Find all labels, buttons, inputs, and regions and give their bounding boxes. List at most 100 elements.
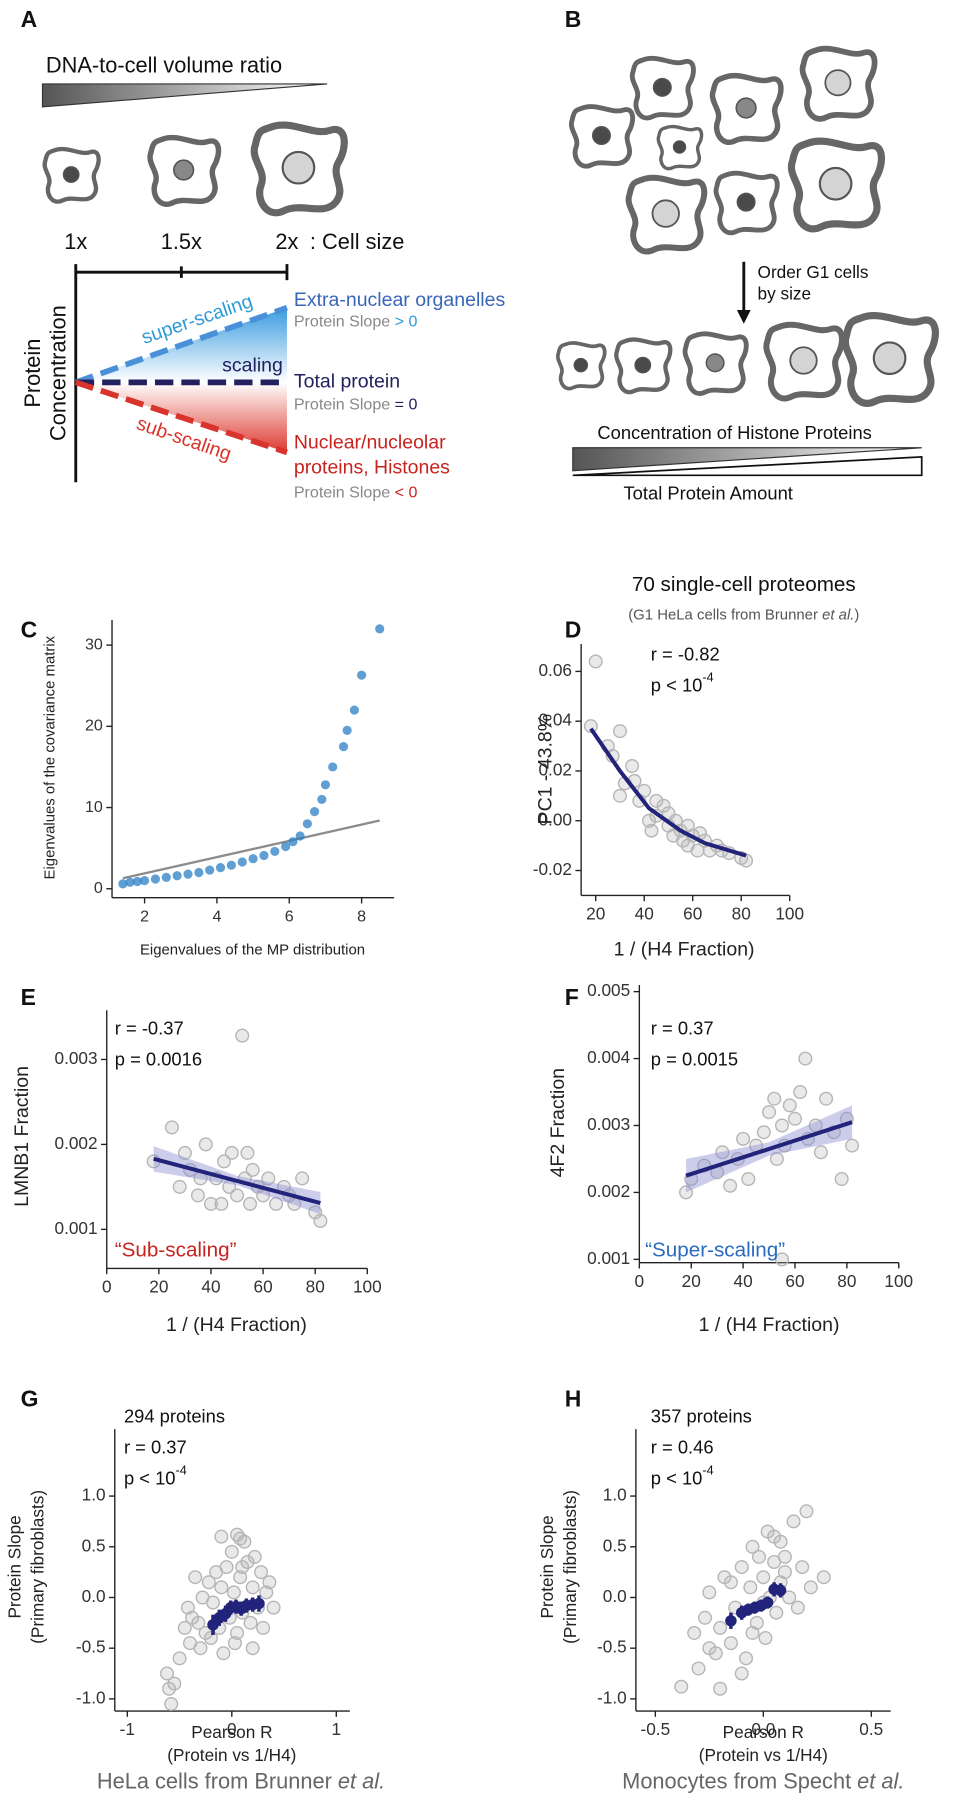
data-point bbox=[713, 1620, 728, 1635]
data-point bbox=[256, 1620, 271, 1635]
subtitle-part: (G1 HeLa cells from Brunner bbox=[628, 606, 822, 623]
panel-b: B Order G1 cells by size Concentration o… bbox=[565, 6, 923, 504]
data-point bbox=[357, 670, 367, 680]
caption: HeLa cells from Brunner et al. bbox=[97, 1768, 385, 1793]
data-point bbox=[756, 1570, 771, 1585]
panel-label: A bbox=[21, 6, 38, 32]
nucleus bbox=[705, 353, 725, 373]
x-tick-label: -0.5 bbox=[641, 1719, 671, 1739]
data-point bbox=[713, 1681, 728, 1696]
x-tick-label: 100 bbox=[775, 903, 804, 923]
data-point bbox=[656, 798, 671, 813]
caption-part: et al. bbox=[857, 1768, 904, 1793]
data-point bbox=[150, 874, 161, 884]
nucleus bbox=[652, 77, 672, 97]
data-point bbox=[235, 1028, 250, 1043]
chart: D 20 40 60 80 100 0.06 0.04 0.02 0.00 -0.02 1 / (H4… bbox=[533, 573, 860, 961]
x-tick-label: 80 bbox=[306, 1277, 325, 1297]
x-tick-label: 4 bbox=[212, 907, 221, 925]
y-axis-label: PC1 - 43.8% bbox=[535, 714, 557, 825]
caption: Monocytes from Specht et al. bbox=[622, 1768, 904, 1793]
data-point bbox=[193, 1641, 208, 1656]
slope-sign: = 0 bbox=[395, 396, 418, 414]
data-point bbox=[245, 1580, 260, 1595]
data-point bbox=[215, 863, 226, 873]
cell bbox=[656, 124, 704, 171]
data-point bbox=[736, 1131, 751, 1146]
data-point bbox=[177, 1620, 192, 1635]
stat-annotation: p = 0.0015 bbox=[651, 1049, 738, 1070]
x-tick-label: 0 bbox=[227, 1719, 237, 1739]
data-point bbox=[237, 857, 247, 867]
data-point bbox=[625, 758, 640, 773]
y-tick-label: 0.002 bbox=[55, 1133, 98, 1153]
data-point bbox=[762, 1105, 777, 1120]
data-point bbox=[248, 854, 258, 864]
y-tick-label: 0.005 bbox=[587, 980, 630, 1000]
data-point bbox=[679, 1185, 694, 1200]
y-tick-label: -0.5 bbox=[597, 1637, 627, 1657]
panel-label: H bbox=[565, 1386, 582, 1412]
data-point bbox=[261, 1171, 276, 1186]
y-axis-label: 4F2 Fraction bbox=[547, 1068, 569, 1177]
group-name: proteins, Histones bbox=[294, 457, 450, 479]
data-point bbox=[240, 1145, 255, 1160]
cell bbox=[682, 331, 749, 396]
slope-sign: < 0 bbox=[395, 484, 418, 502]
x-tick-label: 100 bbox=[884, 1271, 913, 1291]
data-point bbox=[227, 1636, 242, 1651]
chart: F 0 20 40 60 80 100 0.005 0.004 0.003 0.002 0.001 1 … bbox=[547, 980, 913, 1336]
x-tick-label: 0 bbox=[635, 1271, 645, 1291]
y-axis-label: LMNB1 Fraction bbox=[11, 1066, 33, 1207]
chart: G -1 0 1 1.0 0.5 0.0 -0.5 -1.0 Pearson R (Protein … bbox=[5, 1386, 386, 1794]
nucleus bbox=[634, 356, 652, 374]
data-point bbox=[281, 841, 291, 852]
data-point bbox=[777, 1549, 792, 1564]
x-tick-label: 100 bbox=[353, 1277, 382, 1297]
data-point bbox=[782, 1590, 797, 1605]
data-point bbox=[226, 860, 236, 870]
nucleus bbox=[824, 69, 852, 97]
data-point bbox=[741, 1172, 756, 1187]
sub-line bbox=[74, 379, 288, 456]
x-tick-label: 0.5 bbox=[859, 1719, 883, 1739]
nucleus bbox=[672, 140, 687, 154]
nucleus bbox=[62, 166, 80, 183]
y-tick-label: 0.001 bbox=[587, 1248, 630, 1268]
cell bbox=[713, 170, 780, 236]
y-tick-label: 0.0 bbox=[603, 1586, 627, 1606]
x-tick-label: 6 bbox=[285, 907, 294, 925]
data-point bbox=[819, 1091, 834, 1106]
data-point bbox=[338, 742, 349, 752]
data-point bbox=[803, 1580, 818, 1595]
data-point bbox=[767, 1529, 782, 1544]
y-axis-label: Protein Slope bbox=[537, 1515, 557, 1618]
data-point bbox=[845, 1138, 860, 1153]
x-tick-label: -1 bbox=[120, 1719, 135, 1739]
p-exponent: -4 bbox=[702, 671, 713, 685]
data-point bbox=[230, 1625, 245, 1640]
data-point bbox=[205, 865, 215, 875]
nucleus bbox=[281, 150, 316, 185]
x-axis-label: Pearson R bbox=[191, 1722, 272, 1742]
panel-label: B bbox=[565, 6, 582, 32]
x-tick-label: 40 bbox=[201, 1277, 220, 1297]
slope-sign: > 0 bbox=[395, 313, 418, 331]
data-point bbox=[269, 1196, 284, 1211]
fit-line bbox=[589, 727, 747, 858]
data-point bbox=[375, 624, 385, 634]
data-point bbox=[139, 876, 150, 886]
data-point bbox=[790, 1600, 805, 1615]
data-point bbox=[649, 793, 664, 808]
data-point bbox=[262, 1575, 277, 1590]
y-tick-label: 0.002 bbox=[587, 1181, 630, 1201]
nucleus bbox=[573, 357, 589, 373]
y-tick-label: 0.04 bbox=[538, 710, 572, 730]
data-point bbox=[160, 1666, 175, 1681]
data-point bbox=[799, 1504, 814, 1519]
x-tick-label: 1 bbox=[331, 1719, 341, 1739]
data-point bbox=[320, 780, 331, 790]
cell bbox=[841, 312, 939, 407]
stat-annotation: p < 10-4 bbox=[651, 671, 714, 696]
